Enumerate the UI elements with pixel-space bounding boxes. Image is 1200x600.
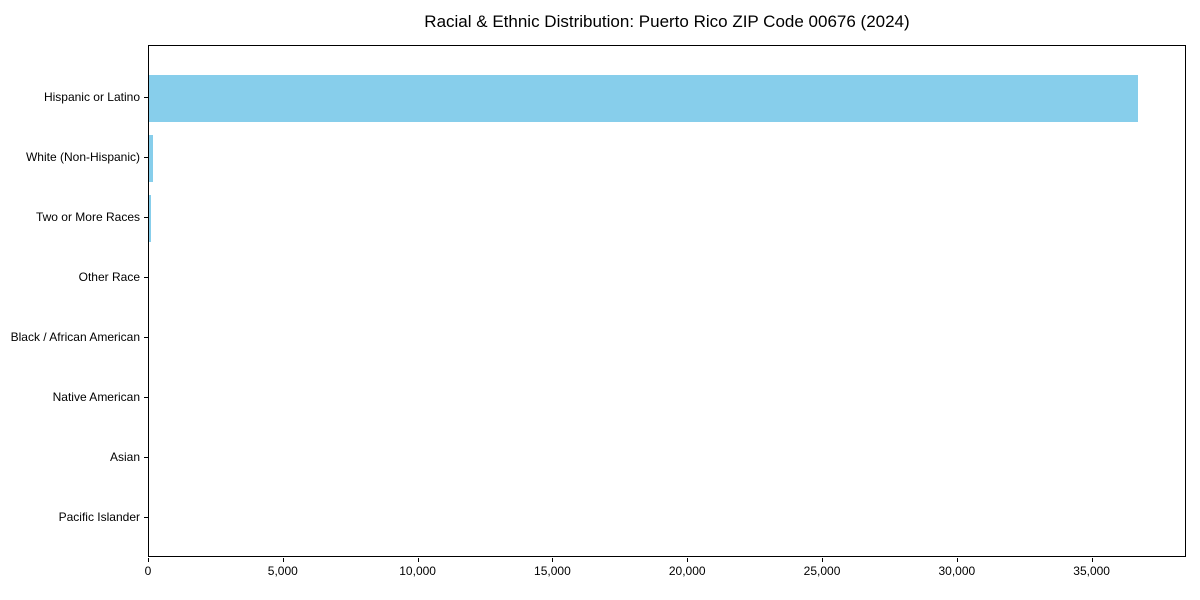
x-tick-label: 20,000 xyxy=(668,564,706,578)
x-tick-label: 35,000 xyxy=(1073,564,1110,578)
x-tick-mark xyxy=(148,558,149,562)
y-tick-mark xyxy=(144,397,148,398)
x-tick-label: 5,000 xyxy=(267,564,298,578)
bar xyxy=(149,194,151,242)
y-tick-mark xyxy=(144,277,148,278)
y-tick-label: White (Non-Hispanic) xyxy=(25,150,140,164)
y-tick-label: Hispanic or Latino xyxy=(43,90,140,104)
x-tick-mark xyxy=(417,558,419,562)
y-tick-mark xyxy=(144,97,148,98)
y-tick-mark xyxy=(144,457,148,458)
chart-title: Racial & Ethnic Distribution: Puerto Ric… xyxy=(424,12,910,31)
x-tick-label: 10,000 xyxy=(399,564,436,578)
x-tick-mark xyxy=(552,558,554,562)
x-tick-label: 15,000 xyxy=(534,564,571,578)
x-tick-mark xyxy=(956,558,958,562)
x-tick-label: 0 xyxy=(144,564,152,578)
y-tick-mark xyxy=(144,157,148,158)
y-tick-label: Black / African American xyxy=(10,330,140,344)
x-tick-label: 30,000 xyxy=(938,564,976,578)
bar xyxy=(149,74,1138,122)
x-tick-mark xyxy=(822,558,824,562)
x-tick-label: 25,000 xyxy=(803,564,841,578)
plot-area xyxy=(148,45,1186,557)
y-tick-label: Asian xyxy=(109,450,140,464)
x-tick-mark xyxy=(687,558,689,562)
y-tick-label: Native American xyxy=(52,390,140,404)
x-tick-mark xyxy=(1091,558,1093,562)
y-tick-label: Two or More Races xyxy=(35,210,140,224)
bar xyxy=(149,134,153,182)
y-tick-label: Pacific Islander xyxy=(58,510,140,524)
x-tick-mark xyxy=(282,558,284,562)
y-tick-mark xyxy=(144,217,148,218)
y-tick-label: Other Race xyxy=(78,270,140,284)
y-tick-mark xyxy=(144,517,148,518)
y-tick-mark xyxy=(144,337,148,338)
